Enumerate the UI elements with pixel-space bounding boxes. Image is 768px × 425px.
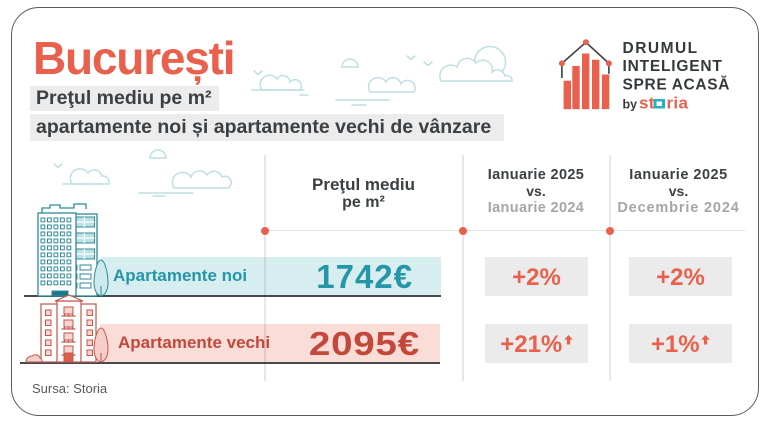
svg-text:by: by xyxy=(623,97,638,111)
svg-text:INTELIGENT: INTELIGENT xyxy=(623,58,723,75)
svg-text:ria: ria xyxy=(667,93,689,112)
svg-text:SPRE ACASĂ: SPRE ACASĂ xyxy=(623,77,731,94)
svg-text:DRUMUL: DRUMUL xyxy=(623,40,699,57)
svg-text:st: st xyxy=(639,93,655,112)
